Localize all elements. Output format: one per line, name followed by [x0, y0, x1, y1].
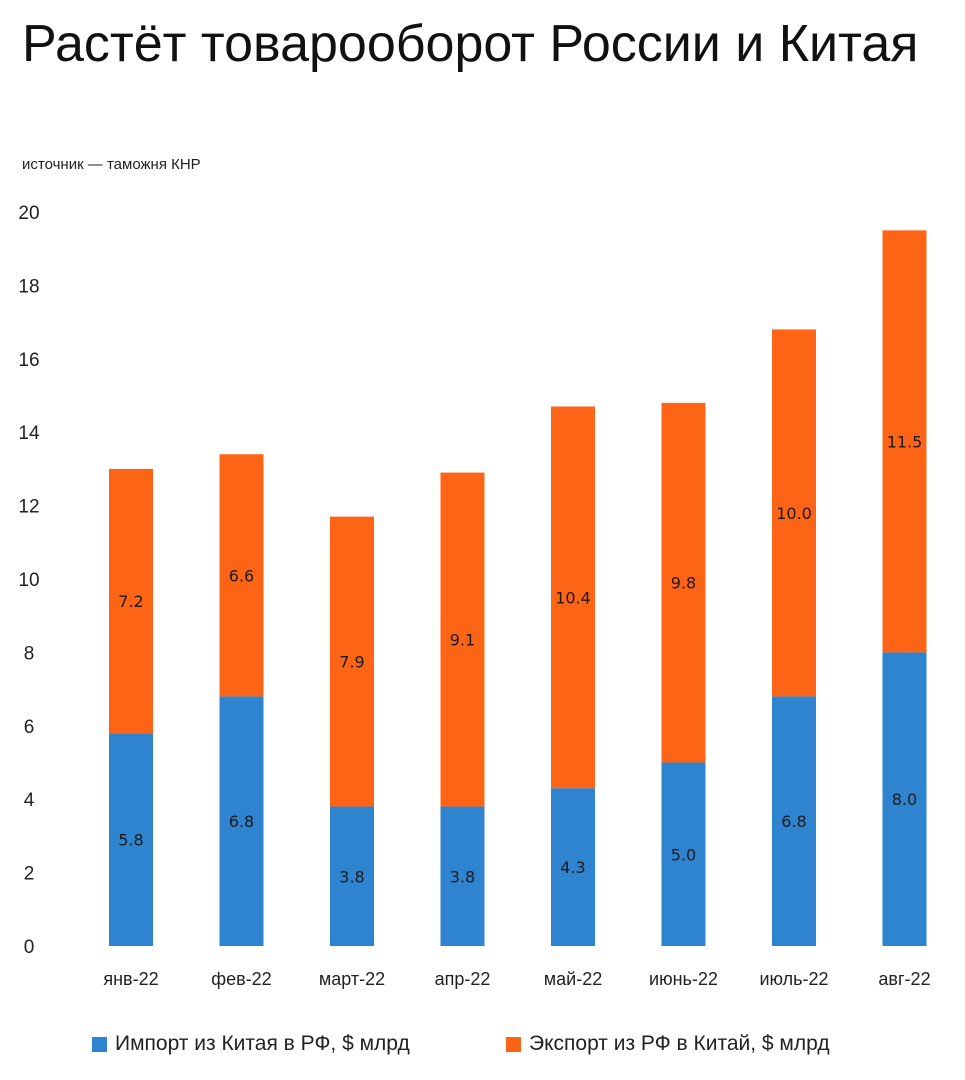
data-label-export: 10.0 — [776, 504, 812, 523]
data-label-export: 11.5 — [887, 432, 923, 451]
legend-item-import: Импорт из Китая в РФ, $ млрд — [92, 1032, 410, 1056]
x-tick-label: янв-22 — [103, 969, 158, 989]
bar-import — [330, 806, 374, 946]
bar-import — [109, 733, 153, 946]
data-label-import: 3.8 — [450, 867, 475, 886]
data-label-import: 6.8 — [229, 812, 254, 831]
data-label-export: 7.9 — [339, 653, 364, 672]
bar-import — [661, 762, 706, 946]
data-label-export: 9.1 — [450, 631, 475, 650]
y-tick-label: 18 — [18, 276, 39, 297]
bar-export — [551, 406, 595, 789]
legend-swatch-import — [92, 1036, 107, 1052]
y-tick-label: 16 — [18, 350, 39, 371]
x-tick-label: фев-22 — [211, 969, 271, 989]
stacked-bar-chart: 0 2 4 6 8 10 12 14 16 18 20 5.8 7.2 янв-22 6.8 6.6 фев-2… — [18, 203, 930, 989]
y-tick-label: 10 — [18, 570, 39, 591]
bar-export — [661, 402, 706, 763]
bar-export — [882, 230, 927, 653]
bar-export — [440, 472, 485, 807]
bar-export — [109, 468, 153, 734]
data-label-import: 4.3 — [560, 858, 585, 877]
y-tick-label: 20 — [18, 203, 39, 224]
data-label-import: 5.8 — [118, 831, 143, 850]
data-label-export: 7.2 — [118, 592, 143, 611]
data-label-export: 6.6 — [229, 566, 254, 585]
data-label-export: 9.8 — [671, 574, 696, 593]
source-note: источник — таможня КНР — [22, 156, 201, 173]
data-label-import: 3.8 — [339, 867, 364, 886]
bar-import — [551, 788, 595, 946]
x-tick-label: май-22 — [544, 969, 602, 989]
bar-import — [882, 652, 927, 946]
y-tick-label: 12 — [18, 497, 39, 518]
bar-export — [219, 454, 264, 697]
y-tick-label: 14 — [18, 423, 40, 444]
y-tick-label: 4 — [24, 790, 35, 811]
y-tick-label: 6 — [24, 717, 35, 738]
x-tick-label: авг-22 — [878, 969, 930, 989]
x-tick-label: март-22 — [319, 969, 385, 989]
data-label-import: 5.0 — [671, 845, 696, 864]
y-tick-label: 8 — [24, 643, 35, 664]
page-title: Растёт товарооборот России и Китая — [22, 15, 919, 73]
data-label-export: 10.4 — [555, 588, 591, 607]
bar-import — [440, 806, 485, 946]
data-label-import: 6.8 — [781, 812, 806, 831]
legend-item-export: Экспорт из РФ в Китай, $ млрд — [506, 1032, 830, 1056]
bar-export — [772, 329, 816, 697]
legend-swatch-export — [506, 1036, 521, 1052]
legend-label-export: Экспорт из РФ в Китай, $ млрд — [529, 1032, 830, 1055]
data-label-import: 8.0 — [892, 790, 917, 809]
y-tick-label: 0 — [24, 937, 35, 958]
bar-import — [772, 696, 816, 946]
x-tick-label: апр-22 — [435, 969, 491, 989]
x-tick-label: июль-22 — [759, 969, 828, 989]
bar-import — [219, 696, 264, 946]
bar-export — [330, 516, 374, 807]
y-tick-label: 2 — [24, 864, 35, 885]
x-tick-label: июнь-22 — [649, 969, 718, 989]
legend-label-import: Импорт из Китая в РФ, $ млрд — [115, 1032, 410, 1055]
